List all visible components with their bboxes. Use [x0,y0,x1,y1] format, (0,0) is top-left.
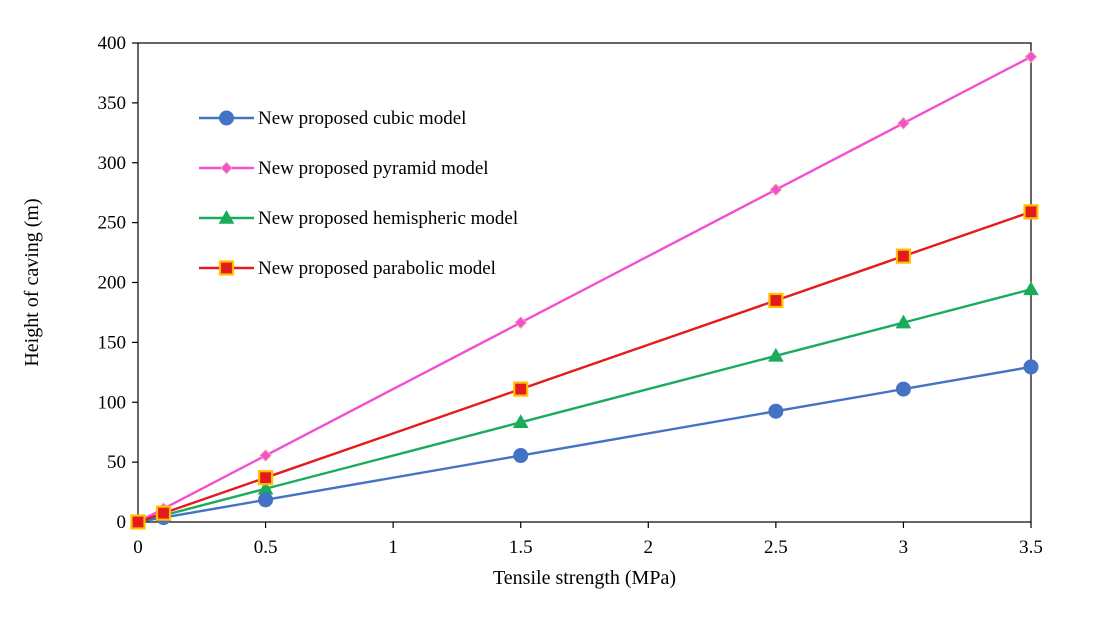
legend-entry: New proposed parabolic model [199,258,496,279]
circle-marker [895,381,911,397]
legend-label: New proposed cubic model [258,108,466,129]
circle-marker [219,110,234,126]
y-tick-label: 300 [98,153,127,174]
circle-marker [513,448,529,464]
circle-marker [258,492,274,508]
x-tick-label: 1.5 [509,537,533,558]
y-tick-label: 400 [98,33,127,54]
square-marker [257,470,274,486]
y-axis-title: Height of caving (m) [21,198,43,366]
square-marker [895,248,912,264]
triangle-marker [895,314,912,329]
x-tick-label: 3 [899,537,909,558]
x-tick-label: 2 [644,537,654,558]
y-tick-label: 350 [98,93,127,114]
series-layer [130,50,1039,530]
square-marker [1023,204,1039,220]
x-tick-label: 2.5 [764,537,788,558]
legend-entry: New proposed pyramid model [199,158,489,179]
y-tick-label: 200 [98,273,127,294]
legend-label: New proposed hemispheric model [258,208,518,229]
diamond-marker [769,183,783,196]
legend: New proposed cubic model New proposed pyr… [199,108,518,279]
legend-entry: New proposed hemispheric model [199,208,518,229]
y-tick-label: 50 [107,452,126,473]
triangle-marker [512,414,529,429]
x-tick-label: 0.5 [254,537,278,558]
square-marker [513,381,529,397]
legend-label: New proposed parabolic model [258,258,496,279]
y-tick-label: 250 [98,213,127,234]
triangle-marker [767,347,784,362]
x-tick-label: 0 [133,537,143,558]
series-line [137,288,1032,524]
diamond-marker [514,316,527,329]
square-marker [130,514,146,530]
triangle-marker [218,209,235,224]
y-tick-label: 150 [98,332,127,353]
diamond-marker [220,161,233,175]
series-square [130,204,1039,530]
y-tick-label: 100 [98,392,127,413]
x-tick-label: 3.5 [1019,537,1043,558]
triangle-marker [1023,281,1039,296]
axes: 0 50 100 150 200 250 300 350 400 0 0.5 1 1.5 2 2.5 3 3.5 [98,33,1043,558]
legend-entry: New proposed cubic model [199,108,466,129]
circle-marker [1023,359,1039,375]
legend-label: New proposed pyramid model [258,158,489,179]
y-tick-label: 0 [117,512,127,533]
x-tick-label: 1 [388,537,398,558]
diamond-marker [897,117,910,130]
square-marker [768,292,784,309]
x-axis-title: Tensile strength (MPa) [493,567,676,589]
diamond-marker [1024,50,1038,63]
square-marker [155,505,172,521]
series-circle [130,359,1039,530]
circle-marker [768,403,784,419]
diamond-marker [259,449,272,462]
square-marker [218,260,235,276]
series-triangle [130,281,1039,528]
